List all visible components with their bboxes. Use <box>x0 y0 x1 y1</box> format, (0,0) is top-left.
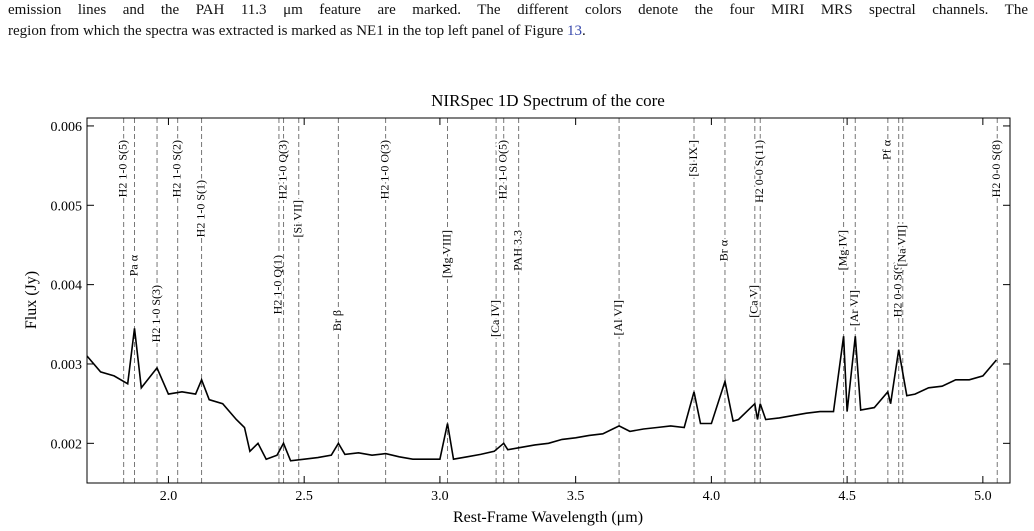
emission-line-label: Br β <box>330 310 344 331</box>
figure-link[interactable]: 13 <box>566 23 582 39</box>
y-axis-label: Flux (Jy) <box>23 271 40 329</box>
caption-line: region from which the spectra was extrac… <box>8 21 1028 42</box>
x-tick-label: 3.5 <box>567 489 585 504</box>
emission-line-label: H2 1-0 O(3) <box>377 140 391 199</box>
y-tick-label: 0.006 <box>51 120 83 135</box>
emission-line-label: [Mg IV] <box>835 230 849 270</box>
caption: emission lines and the PAH 11.3 μm featu… <box>8 0 1028 42</box>
caption-text: . <box>581 23 586 39</box>
emission-line-label: H2 0-0 S(8) <box>989 140 1003 197</box>
emission-line-label: [Ar VI] <box>847 290 861 326</box>
emission-line-label: [Si IX ] <box>686 140 700 177</box>
emission-line-label: H2 1-0 S(2) <box>169 140 183 197</box>
x-tick-label: 2.5 <box>295 489 313 504</box>
spectrum <box>86 328 998 462</box>
y-tick-label: 0.005 <box>51 199 83 214</box>
emission-line-label: H2 1-0 S(1) <box>193 180 207 237</box>
emission-line-label: H2 1-0 S(5) <box>115 140 129 197</box>
x-tick-label: 4.0 <box>703 489 721 504</box>
emission-line-label: H2 1-0 S(3) <box>149 285 163 342</box>
x-tick-label: 3.0 <box>431 489 449 504</box>
x-tick-label: 5.0 <box>974 489 992 504</box>
x-tick-label: 4.5 <box>838 489 856 504</box>
x-tick-label: 2.0 <box>160 489 178 504</box>
y-tick-label: 0.003 <box>51 358 83 373</box>
emission-line-label: Pa α <box>126 254 140 276</box>
emission-line-label: H2 1-0 Q(1) <box>271 255 285 314</box>
emission-line-label: Pf α <box>880 139 894 160</box>
emission-line-label: H2 1-0 Q(3) <box>275 140 289 199</box>
emission-line-label: H2 1-0 O(5) <box>495 140 509 199</box>
caption-line: emission lines and the PAH 11.3 μm featu… <box>8 2 1028 18</box>
emission-line-label: [Ca V] <box>747 285 761 318</box>
y-tick-label: 0.004 <box>51 279 83 294</box>
emission-line-label: Br α <box>717 239 731 261</box>
x-axis-label: Rest-Frame Wavelength (μm) <box>453 509 643 526</box>
emission-line-label: H2 0-0 S(9) <box>890 260 904 317</box>
emission-line-label: [Si VII] <box>290 200 304 237</box>
chart-title: NIRSpec 1D Spectrum of the core <box>431 91 665 110</box>
emission-line-label: [Ca IV] <box>488 300 502 337</box>
emission-line-label: [Na VII] <box>895 225 909 266</box>
plot-frame <box>86 117 1011 484</box>
emission-line-label: PAH 3.3 <box>510 230 524 271</box>
y-tick-label: 0.002 <box>51 437 83 452</box>
emission-line-label: [Al VI] <box>611 300 625 335</box>
emission-line-label: H2 0-0 S(11) <box>752 140 766 203</box>
caption-text: region from which the spectra was extrac… <box>8 23 564 39</box>
emission-line-label: [Mg VIII] <box>439 230 453 278</box>
